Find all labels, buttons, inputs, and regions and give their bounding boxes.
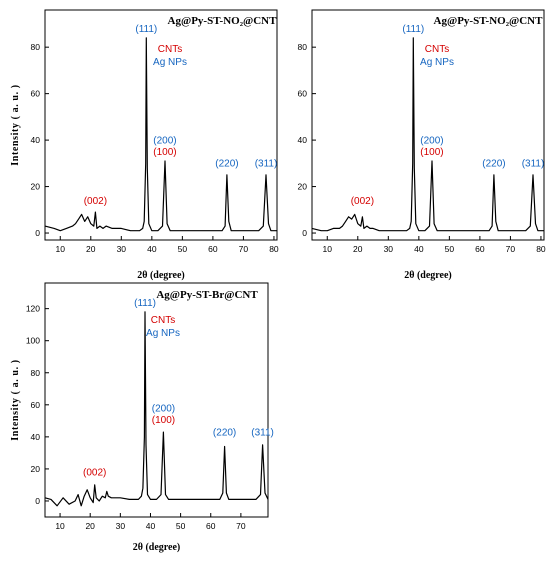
x-axis-title: 2θ (degree)	[137, 270, 185, 281]
legend-entry: CNTs	[158, 44, 182, 55]
legend-entry: Ag NPs	[146, 328, 180, 339]
x-tick-label: 70	[506, 244, 516, 254]
legend-entry: CNTs	[151, 315, 175, 326]
legend-entry: CNTs	[425, 44, 449, 55]
xrd-pattern-line	[311, 37, 544, 232]
peak-label: (200)	[153, 135, 176, 146]
y-tick-label: 20	[31, 464, 41, 474]
plot-frame	[44, 9, 278, 241]
y-tick-label: 60	[31, 400, 41, 410]
x-tick-label: 40	[414, 244, 424, 254]
legend-entry: Ag NPs	[420, 57, 454, 68]
x-axis-title: 2θ (degree)	[404, 270, 452, 281]
x-tick-label: 30	[116, 521, 126, 531]
plot-frame	[44, 282, 269, 518]
y-tick-label: 20	[31, 182, 41, 192]
x-tick-label: 20	[85, 521, 95, 531]
peak-label: (100)	[153, 147, 176, 158]
panel-title: Ag@Py-ST-Br@CNT	[156, 289, 258, 301]
x-tick-label: 20	[353, 244, 363, 254]
x-axis-title: 2θ (degree)	[133, 542, 181, 553]
y-tick-label: 0	[302, 228, 307, 238]
y-tick-label: 60	[31, 89, 41, 99]
y-tick-label: 60	[298, 89, 308, 99]
y-tick-label: 40	[31, 432, 41, 442]
x-tick-label: 10	[55, 521, 65, 531]
y-tick-label: 20	[298, 182, 308, 192]
panel-title: Ag@Py-ST-NO₂@CNT	[168, 15, 278, 27]
peak-label: (100)	[420, 147, 443, 158]
peak-label: (111)	[134, 298, 156, 309]
y-tick-label: 120	[26, 304, 40, 314]
x-tick-label: 80	[269, 244, 279, 254]
xrd-pattern-line	[44, 311, 269, 507]
x-tick-label: 60	[475, 244, 485, 254]
x-tick-label: 30	[384, 244, 394, 254]
y-tick-label: 80	[31, 368, 41, 378]
y-tick-label: 40	[298, 135, 308, 145]
peak-label: (002)	[84, 196, 107, 207]
xrd-pattern-line	[44, 37, 277, 232]
peak-label: (111)	[135, 24, 157, 35]
y-tick-label: 80	[31, 42, 41, 52]
x-tick-label: 50	[178, 244, 188, 254]
x-tick-label: 70	[239, 244, 249, 254]
peak-label: (311)	[522, 159, 545, 170]
x-tick-label: 50	[176, 521, 186, 531]
peak-label: (111)	[402, 24, 424, 35]
peak-label: (311)	[255, 159, 278, 170]
peak-label: (220)	[213, 428, 236, 439]
xrd-panel-2: 10 20 30 40 50 60 70 80 0 20 40 60 80 2θ (degree) Ag@P…	[298, 9, 546, 281]
x-tick-label: 10	[56, 244, 66, 254]
x-tick-label: 40	[147, 244, 157, 254]
peak-label: (200)	[420, 135, 443, 146]
x-tick-label: 30	[117, 244, 127, 254]
y-tick-label: 0	[35, 228, 40, 238]
y-axis-title: Intensity ( a. u. )	[10, 84, 21, 165]
x-tick-label: 10	[323, 244, 333, 254]
x-tick-label: 60	[208, 244, 218, 254]
peak-label: (220)	[215, 159, 238, 170]
peak-label: (200)	[152, 404, 175, 415]
peak-label: (100)	[152, 415, 175, 426]
x-tick-label: 70	[236, 521, 246, 531]
panel-title: Ag@Py-ST-NO₂@CNT	[434, 15, 544, 27]
y-tick-label: 0	[35, 496, 40, 506]
legend-entry: Ag NPs	[153, 57, 187, 68]
peak-label: (002)	[83, 468, 106, 479]
xrd-panel-3: 10 20 30 40 50 60 70 0 20 40 60 80 100 120 2θ (degree)…	[10, 282, 274, 553]
x-tick-label: 80	[536, 244, 546, 254]
xrd-panel-1: 10 20 30 40 50 60 70 80 0 20 40 60 80 2θ (degree) Inte…	[10, 9, 279, 281]
x-tick-label: 20	[86, 244, 96, 254]
y-axis-title: Intensity ( a. u. )	[10, 359, 21, 440]
x-tick-label: 50	[445, 244, 455, 254]
peak-label: (220)	[482, 159, 505, 170]
x-tick-label: 40	[146, 521, 156, 531]
plot-frame	[311, 9, 545, 241]
y-tick-label: 80	[298, 42, 308, 52]
x-tick-label: 60	[206, 521, 216, 531]
y-tick-label: 40	[31, 135, 41, 145]
y-tick-label: 100	[26, 336, 40, 346]
peak-label: (311)	[251, 428, 274, 439]
peak-label: (002)	[351, 196, 374, 207]
